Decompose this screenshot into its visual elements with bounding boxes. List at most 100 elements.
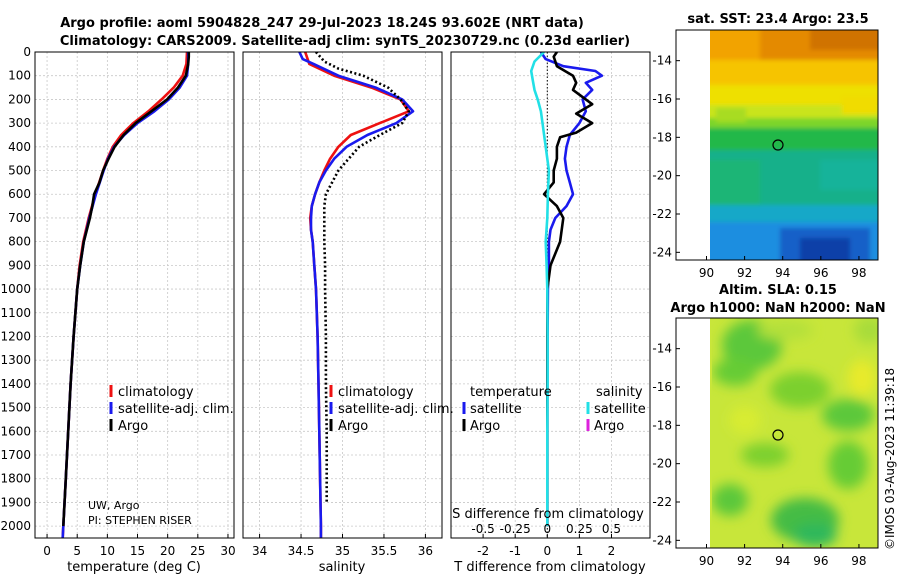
map-x-tick-label: 96 <box>813 266 828 280</box>
y-tick-label: 700 <box>8 211 31 225</box>
legend-label-t-argo: Argo <box>470 419 500 434</box>
s-tick-label: -0.25 <box>500 522 531 536</box>
x-tick-label: 34.5 <box>288 544 315 558</box>
temperature-panel: 0 5 10 15 20 25 300100200300400500600700800900… <box>0 45 235 558</box>
difference-xlabel: T difference from climatology <box>453 560 646 575</box>
difference-xlabel-top: S difference from climatology <box>452 507 644 522</box>
legend-label-t-satellite: satellite <box>470 402 522 417</box>
legend-label-climatology: climatology <box>118 385 194 400</box>
y-tick-label: 1500 <box>0 401 31 415</box>
y-tick-label: 1000 <box>0 282 31 296</box>
map-y-tick-label: -18 <box>652 130 672 144</box>
legend-label-s-satellite: satellite <box>594 402 646 417</box>
x-tick-label: 36 <box>418 544 433 558</box>
map-y-tick-label: -22 <box>652 207 672 221</box>
salinity-panel: 34 34.5 35 35.5 36 <box>242 51 443 558</box>
map-y-tick-label: -18 <box>652 418 672 432</box>
legend-label-climatology: climatology <box>338 385 414 400</box>
map-y-tick-label: -16 <box>652 380 672 394</box>
series-line-satellite-salinity <box>529 52 551 527</box>
map-y-tick-label: -22 <box>652 495 672 509</box>
y-tick-label: 300 <box>8 116 31 130</box>
sst-map-title: sat. SST: 23.4 Argo: 23.5 <box>687 12 868 27</box>
figure-title-line1: Argo profile: aoml 5904828_247 29-Jul-20… <box>60 16 584 31</box>
credit-line2: PI: STEPHEN RISER <box>88 514 192 527</box>
x-tick-label: 5 <box>73 544 81 558</box>
sst-map: 90 92 94 96 98 -14 -16 -18 -20 -22 -24 <box>652 29 879 280</box>
x-tick-label: 25 <box>190 544 205 558</box>
map-x-tick-label: 96 <box>813 554 828 568</box>
argo-position-marker <box>772 429 784 441</box>
x-tick-label: -2 <box>477 544 489 558</box>
map-y-tick-label: -16 <box>652 92 672 106</box>
y-tick-label: 0 <box>23 45 31 59</box>
y-tick-label: 500 <box>8 164 31 178</box>
series-line-argo <box>315 52 411 503</box>
map-y-tick-label: -20 <box>652 169 672 183</box>
x-tick-label: 2 <box>608 544 616 558</box>
x-tick-label: -1 <box>509 544 521 558</box>
salinity-xlabel: salinity <box>319 560 366 575</box>
map-x-tick-label: 94 <box>775 554 790 568</box>
legend-label-satellite-adj: satellite-adj. clim. <box>118 402 234 417</box>
map-x-tick-label: 98 <box>851 266 866 280</box>
y-tick-label: 900 <box>8 258 31 272</box>
figure-title-line2: Climatology: CARS2009. Satellite-adj cli… <box>60 34 630 49</box>
x-tick-label: 1 <box>576 544 584 558</box>
y-tick-label: 2000 <box>0 519 31 533</box>
y-tick-label: 1900 <box>0 495 31 509</box>
map-y-tick-label: -24 <box>652 245 672 259</box>
x-tick-label: 10 <box>100 544 115 558</box>
y-tick-label: 1300 <box>0 353 31 367</box>
plot-frame <box>450 51 651 539</box>
sla-map: 90 92 94 96 98 -14 -16 -18 -20 -22 -24 <box>652 317 879 568</box>
y-tick-label: 600 <box>8 187 31 201</box>
x-tick-label: 34 <box>252 544 267 558</box>
x-tick-label: 0 <box>43 544 51 558</box>
map-x-tick-label: 92 <box>737 554 752 568</box>
salinity-legend: climatology satellite-adj. clim. Argo <box>329 385 454 434</box>
argo-position-marker <box>772 139 784 151</box>
series-line-satellite-adj-clim- <box>61 52 190 538</box>
s-tick-label: 0.5 <box>602 522 621 536</box>
y-tick-label: 1100 <box>0 306 31 320</box>
y-tick-label: 1700 <box>0 448 31 462</box>
series-line-satellite-adj-clim- <box>298 52 415 538</box>
x-tick-label: 15 <box>130 544 145 558</box>
map-x-tick-label: 92 <box>737 266 752 280</box>
legend-label-s-argo: Argo <box>594 419 624 434</box>
legend-label-satellite-adj: satellite-adj. clim. <box>338 402 454 417</box>
temperature-xlabel: temperature (deg C) <box>67 560 201 575</box>
legend-title-temperature: temperature <box>470 385 552 400</box>
temperature-legend: climatology satellite-adj. clim. Argo <box>109 385 234 434</box>
y-tick-label: 1400 <box>0 377 31 391</box>
y-tick-label: 1200 <box>0 329 31 343</box>
s-tick-label: -0.5 <box>471 522 494 536</box>
map-x-tick-label: 98 <box>851 554 866 568</box>
plot-frame <box>34 51 235 539</box>
legend-title-salinity: salinity <box>596 385 643 400</box>
legend-label-argo: Argo <box>118 419 148 434</box>
s-tick-label: 0 <box>543 522 551 536</box>
y-tick-label: 800 <box>8 235 31 249</box>
s-tick-label: 0.25 <box>566 522 593 536</box>
x-tick-label: 30 <box>220 544 235 558</box>
series-line-argo <box>62 52 191 527</box>
imos-timestamp: ©IMOS 03-Aug-2023 11:39:18 <box>883 368 897 550</box>
y-tick-label: 1800 <box>0 472 31 486</box>
credit-line1: UW, Argo <box>88 499 140 512</box>
sla-map-title-line2: Argo h1000: NaN h2000: NaN <box>670 301 885 316</box>
map-y-tick-label: -14 <box>652 54 672 68</box>
x-tick-label: 35.5 <box>371 544 398 558</box>
difference-panel: -2 -1 0 1 2 -0.5 -0.25 0 0.25 0.5 <box>450 51 651 558</box>
y-tick-label: 200 <box>8 92 31 106</box>
map-y-tick-label: -14 <box>652 342 672 356</box>
legend-label-argo: Argo <box>338 419 368 434</box>
y-tick-label: 100 <box>8 69 31 83</box>
x-tick-label: 35 <box>335 544 350 558</box>
x-tick-label: 0 <box>543 544 551 558</box>
map-y-tick-label: -20 <box>652 457 672 471</box>
map-x-tick-label: 90 <box>699 266 714 280</box>
map-y-tick-label: -24 <box>652 533 672 547</box>
series-line-climatology <box>61 52 189 538</box>
